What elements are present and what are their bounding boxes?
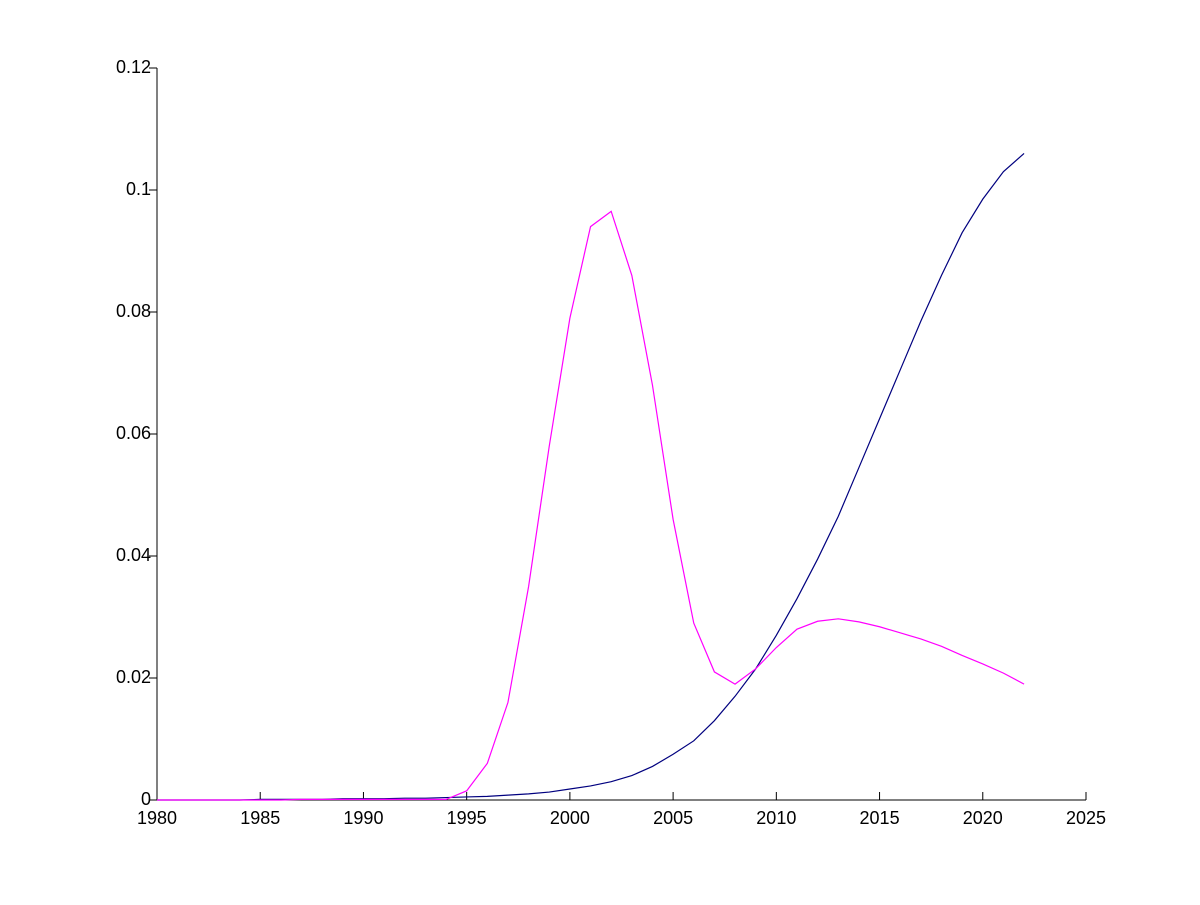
x-tick-label: 2020 [963,808,1003,828]
series-line [157,210,1025,801]
y-tick-label: 0.06 [116,423,151,443]
x-tick-label: 1995 [447,808,487,828]
x-tick-label: 2010 [756,808,796,828]
x-tick-label: 2015 [860,808,900,828]
x-tick-label: 1980 [137,808,177,828]
x-tick-label: 2025 [1066,808,1106,828]
y-tick-label: 0.02 [116,667,151,687]
y-tick-label: 0.04 [116,545,151,565]
y-tick-label: 0.12 [116,57,151,77]
x-tick-label: 1985 [240,808,280,828]
x-tick-label: 2000 [550,808,590,828]
x-tick-label: 1990 [343,808,383,828]
x-tick-label: 2005 [653,808,693,828]
series-line [157,152,1025,801]
y-tick-label: 0.08 [116,301,151,321]
y-tick-label: 0.1 [126,179,151,199]
y-tick-label: 0 [141,789,151,809]
